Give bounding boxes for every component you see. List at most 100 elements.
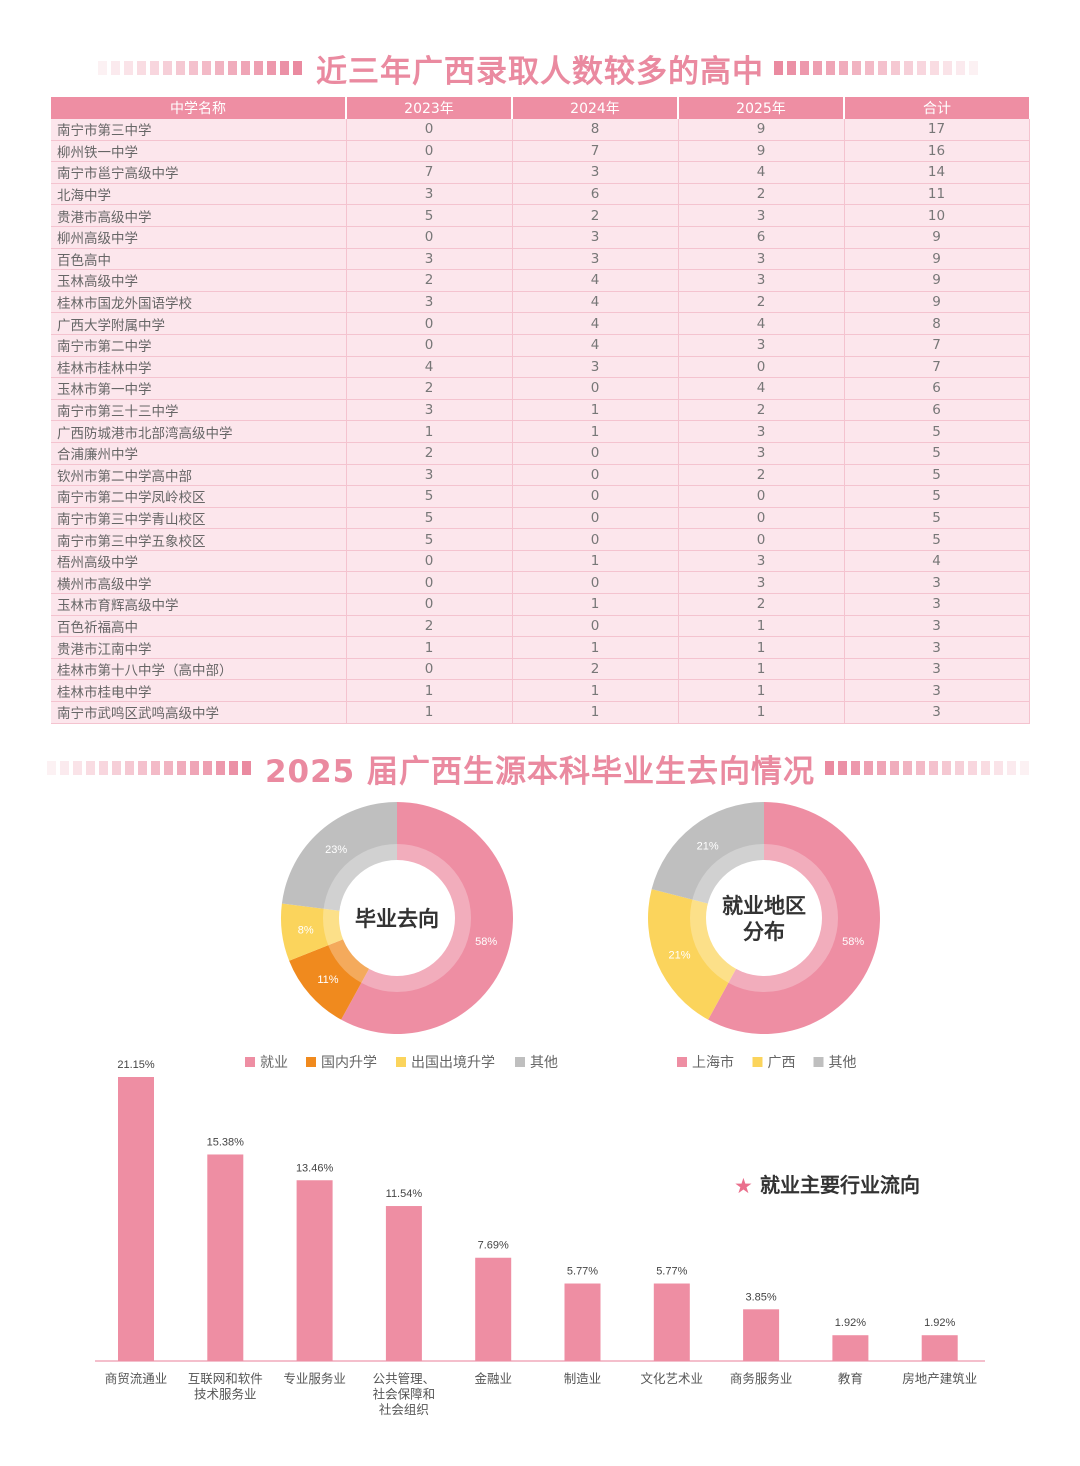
decoration-square (943, 61, 952, 75)
count-cell: 3 (844, 679, 1030, 703)
count-cell: 8 (844, 312, 1030, 335)
title-decoration-right (825, 761, 1033, 775)
count-cell: 3 (844, 615, 1030, 638)
school-name-cell: 百色高中 (51, 248, 347, 271)
category-label: 技术服务业 (194, 1387, 257, 1402)
legend-label: 广西 (768, 1055, 796, 1071)
category-label: 社会组织 (379, 1402, 429, 1417)
decoration-square (968, 761, 978, 775)
count-cell: 0 (678, 507, 845, 530)
category-label: 商贸流通业 (105, 1371, 168, 1386)
table-row: 广西大学附属中学 0 4 4 8 (51, 312, 1030, 335)
count-cell: 9 (844, 291, 1030, 314)
count-cell: 1 (678, 658, 845, 681)
donut-slice (281, 903, 355, 961)
count-cell: 3 (346, 399, 513, 422)
bar-value-label: 13.46% (296, 1162, 334, 1174)
table-row: 柳州铁一中学 0 7 9 16 (51, 140, 1030, 163)
decoration-square (202, 761, 212, 775)
school-name-cell: 桂林市桂电中学 (51, 679, 347, 703)
count-cell: 9 (844, 226, 1030, 249)
table-row: 南宁市第二中学凤岭校区 5 0 0 5 (51, 485, 1030, 508)
count-cell: 5 (844, 464, 1030, 487)
school-name-cell: 广西大学附属中学 (51, 312, 347, 335)
legend-swatch (306, 1057, 316, 1067)
table-row: 横州市高级中学 0 0 3 3 (51, 571, 1030, 595)
count-cell: 3 (678, 204, 845, 227)
count-cell: 4 (512, 269, 679, 292)
decoration-square (813, 61, 822, 75)
category-label: 文化艺术业 (641, 1371, 704, 1386)
legend-swatch (245, 1057, 255, 1067)
count-cell: 0 (512, 615, 679, 638)
count-cell: 1 (512, 399, 679, 422)
bar (385, 1206, 422, 1361)
decoration-square (176, 761, 186, 775)
slice-value-label: 11% (317, 974, 338, 986)
count-cell: 17 (844, 119, 1030, 141)
decoration-square (878, 61, 887, 75)
count-cell: 5 (346, 485, 513, 508)
count-cell: 2 (678, 183, 845, 206)
decoration-square (111, 761, 121, 775)
school-name-cell: 桂林市国龙外国语学校 (51, 291, 347, 314)
decoration-square (189, 761, 199, 775)
category-label: 教育 (838, 1371, 863, 1386)
decoration-square (916, 761, 926, 775)
category-label: 房地产建筑业 (902, 1371, 977, 1386)
table-row: 百色祈福高中 2 0 1 3 (51, 615, 1030, 638)
bar (118, 1077, 154, 1361)
decoration-square (85, 761, 95, 775)
count-cell: 1 (512, 636, 679, 659)
decoration-square (826, 61, 835, 75)
decoration-square (241, 761, 251, 775)
section-title-graduate-destinations: 2025 届广西生源本科毕业生去向情况 (0, 746, 1080, 790)
count-cell: 3 (678, 442, 845, 465)
school-name-cell: 南宁市邕宁高级中学 (51, 161, 347, 184)
legend-label: 就业 (260, 1055, 288, 1071)
decoration-square (774, 61, 783, 75)
bar (207, 1154, 244, 1361)
count-cell: 6 (844, 399, 1030, 422)
bar-value-label: 3.85% (745, 1291, 776, 1303)
table-header-cell: 2024年 (512, 97, 679, 119)
slice-value-label: 58% (475, 936, 497, 948)
count-cell: 2 (346, 377, 513, 400)
count-cell: 0 (678, 356, 845, 379)
school-name-cell: 梧州高级中学 (51, 550, 347, 573)
decoration-square (956, 61, 965, 75)
decoration-square (111, 61, 120, 75)
category-label: 商务服务业 (730, 1371, 793, 1386)
school-name-cell: 桂林市第十八中学（高中部） (51, 658, 347, 681)
count-cell: 0 (346, 140, 513, 163)
decoration-square (189, 61, 198, 75)
count-cell: 3 (678, 550, 845, 573)
count-cell: 1 (512, 550, 679, 573)
count-cell: 9 (678, 119, 845, 141)
decoration-square (72, 761, 82, 775)
decoration-square (215, 61, 224, 75)
bar-value-label: 15.38% (207, 1136, 245, 1148)
count-cell: 4 (512, 312, 679, 335)
count-cell: 10 (844, 204, 1030, 227)
decoration-square (839, 61, 848, 75)
count-cell: 2 (346, 615, 513, 638)
count-cell: 2 (678, 291, 845, 314)
bar (564, 1283, 601, 1361)
decoration-square (904, 61, 913, 75)
slice-value-label: 58% (842, 936, 864, 948)
decoration-square (59, 761, 69, 775)
bar-value-label: 5.77% (567, 1266, 598, 1278)
count-cell: 5 (346, 528, 513, 551)
count-cell: 0 (512, 528, 679, 551)
category-label: 专业服务业 (283, 1371, 346, 1386)
table-row: 桂林市国龙外国语学校 3 4 2 9 (51, 291, 1030, 314)
count-cell: 0 (678, 485, 845, 508)
decoration-square (929, 761, 939, 775)
count-cell: 3 (512, 226, 679, 249)
slice-value-label: 8% (298, 925, 314, 937)
category-label: 社会保障和 (373, 1387, 436, 1402)
section-title-text: 近三年广西录取人数较多的高中 (316, 53, 764, 90)
